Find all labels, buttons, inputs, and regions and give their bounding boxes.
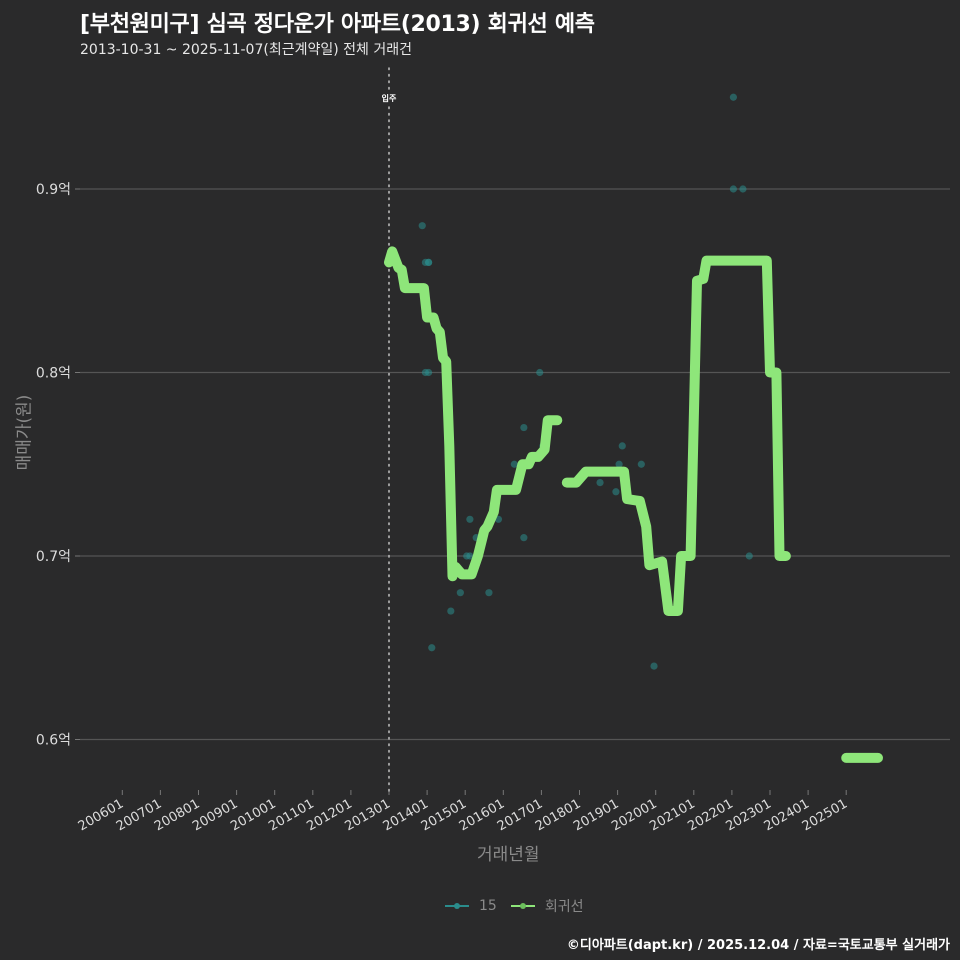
data-point xyxy=(428,644,436,652)
chart-subtitle: 2013-10-31 ~ 2025-11-07(최근계약일) 전체 거래건 xyxy=(80,42,412,58)
data-point xyxy=(418,222,426,230)
data-point xyxy=(650,662,658,670)
y-axis-label: 매매가(원) xyxy=(14,394,35,471)
data-point xyxy=(520,423,528,432)
data-point xyxy=(596,479,604,487)
legend-label: 15 xyxy=(479,898,497,914)
data-point xyxy=(510,460,518,468)
data-point xyxy=(745,552,753,560)
y-axis-ticks: 0.6억 0.7억 0.8억 0.9억 xyxy=(36,182,80,749)
data-point xyxy=(425,368,433,377)
data-point xyxy=(466,515,474,523)
data-point xyxy=(729,185,738,193)
legend-item-15: 15 xyxy=(445,898,497,914)
y-tick-label: 0.6억 xyxy=(36,733,71,749)
data-point xyxy=(536,368,544,377)
transaction-points xyxy=(418,93,753,670)
legend-label: 회귀선 xyxy=(544,899,584,915)
x-axis-label: 거래년월 xyxy=(477,845,540,865)
data-point xyxy=(618,442,626,450)
move-in-label: 입주 xyxy=(382,93,397,103)
y-tick-label: 0.7억 xyxy=(36,549,71,565)
data-point xyxy=(729,93,738,101)
data-point xyxy=(466,552,474,560)
y-tick-label: 0.8억 xyxy=(36,366,71,382)
data-point xyxy=(637,460,645,468)
data-point xyxy=(739,185,747,193)
data-point xyxy=(456,589,464,597)
y-gridlines xyxy=(80,188,950,741)
move-in-annotation-line: 입주 xyxy=(379,67,399,796)
regression-line xyxy=(384,246,883,763)
data-point xyxy=(520,534,528,542)
x-axis-ticks: 2006012007012008012009012010012011012012… xyxy=(76,790,850,834)
legend: 15 회귀선 xyxy=(445,896,589,916)
legend-key-points-icon xyxy=(445,901,469,911)
chart-title: [부천원미구] 심곡 정다운가 아파트(2013) 회귀선 예측 xyxy=(80,12,595,37)
regression-segment xyxy=(561,255,791,616)
data-point xyxy=(485,589,493,597)
legend-key-line-icon xyxy=(510,901,535,911)
y-tick-label: 0.9억 xyxy=(36,182,71,198)
data-point xyxy=(447,607,455,615)
source-credit: ©디아파트(dapt.kr) / 2025.12.04 / 자료=국토교통부 실… xyxy=(566,938,950,953)
legend-item-regression: 회귀선 xyxy=(510,896,584,916)
data-point xyxy=(425,258,433,266)
regression-segment xyxy=(384,246,563,582)
data-point xyxy=(612,488,620,496)
data-point xyxy=(615,460,623,468)
